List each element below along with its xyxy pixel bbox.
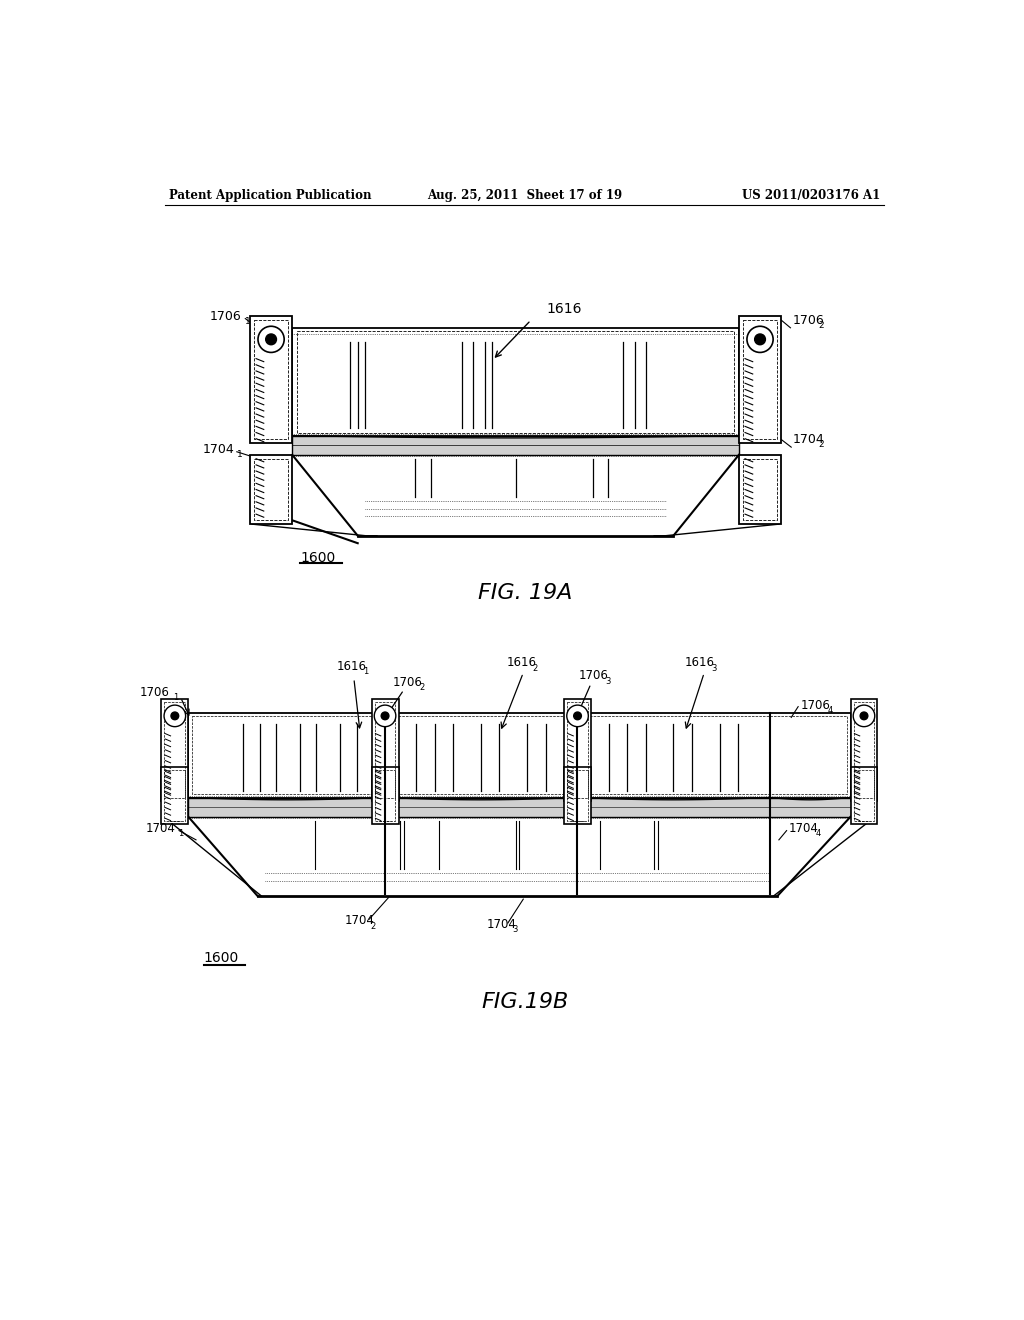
Text: 3: 3 <box>512 925 518 935</box>
Text: 1706: 1706 <box>793 314 824 326</box>
Text: 1: 1 <box>178 829 183 838</box>
Bar <box>854 702 874 799</box>
Text: 3: 3 <box>711 664 717 673</box>
Bar <box>250 317 292 444</box>
Bar <box>372 767 398 825</box>
Bar <box>567 702 588 799</box>
Bar <box>250 455 292 524</box>
Text: 1600: 1600 <box>204 952 239 965</box>
Text: 1616: 1616 <box>685 656 715 669</box>
Bar <box>162 767 188 825</box>
Text: 1706: 1706 <box>579 669 608 682</box>
Bar <box>292 327 739 436</box>
Text: 1704: 1704 <box>793 433 824 446</box>
Bar <box>165 702 185 799</box>
Text: 1616: 1616 <box>337 660 367 673</box>
Circle shape <box>171 711 178 719</box>
Circle shape <box>746 326 773 352</box>
Bar <box>297 331 734 433</box>
Text: 1600: 1600 <box>300 552 335 565</box>
Bar <box>375 770 395 821</box>
Text: 1: 1 <box>173 693 178 702</box>
Bar <box>851 767 878 825</box>
Circle shape <box>164 705 185 726</box>
Bar <box>851 700 878 801</box>
Bar <box>254 459 289 520</box>
Bar <box>292 455 739 520</box>
Bar <box>193 715 847 795</box>
Text: 1: 1 <box>245 317 250 326</box>
Bar <box>739 317 781 444</box>
Bar <box>372 700 398 801</box>
Text: 1704: 1704 <box>486 917 516 931</box>
Text: 1706: 1706 <box>139 685 169 698</box>
Circle shape <box>853 705 874 726</box>
Text: 1616: 1616 <box>547 301 582 315</box>
Bar <box>564 767 591 825</box>
Text: 1616: 1616 <box>506 656 537 669</box>
Bar <box>742 321 777 440</box>
Text: FIG. 19A: FIG. 19A <box>477 583 572 603</box>
Bar <box>165 770 185 821</box>
Circle shape <box>381 711 389 719</box>
Text: 2: 2 <box>419 682 425 692</box>
Bar <box>254 321 289 440</box>
Text: 1: 1 <box>364 668 369 676</box>
Text: 1706: 1706 <box>801 698 830 711</box>
Text: FIG.19B: FIG.19B <box>481 991 568 1011</box>
Bar <box>188 713 851 797</box>
Text: 1704: 1704 <box>345 915 375 927</box>
Circle shape <box>258 326 285 352</box>
Text: 1: 1 <box>237 450 243 459</box>
Text: 1704: 1704 <box>145 822 175 834</box>
Text: Aug. 25, 2011  Sheet 17 of 19: Aug. 25, 2011 Sheet 17 of 19 <box>427 189 623 202</box>
Text: 2: 2 <box>371 921 376 931</box>
Bar <box>292 436 739 455</box>
Text: US 2011/0203176 A1: US 2011/0203176 A1 <box>742 189 881 202</box>
Text: 3: 3 <box>605 677 611 685</box>
Bar <box>739 455 781 524</box>
Bar <box>162 700 188 801</box>
Text: Patent Application Publication: Patent Application Publication <box>169 189 372 202</box>
Text: 2: 2 <box>532 664 538 673</box>
Text: 1704: 1704 <box>203 444 234 455</box>
Text: 2: 2 <box>818 441 823 449</box>
Circle shape <box>860 711 867 719</box>
Circle shape <box>573 711 582 719</box>
Bar <box>564 700 591 801</box>
Text: 1704: 1704 <box>788 822 819 834</box>
Bar <box>742 459 777 520</box>
Circle shape <box>265 334 276 345</box>
Text: 1706: 1706 <box>210 310 242 323</box>
Bar <box>854 770 874 821</box>
Bar <box>567 770 588 821</box>
Circle shape <box>755 334 765 345</box>
Bar <box>188 797 851 817</box>
Text: 4: 4 <box>827 706 833 715</box>
Text: 2: 2 <box>818 321 823 330</box>
Circle shape <box>566 705 589 726</box>
Text: 1706: 1706 <box>392 676 422 689</box>
Circle shape <box>374 705 396 726</box>
Text: 4: 4 <box>816 829 821 838</box>
Bar <box>375 702 395 799</box>
